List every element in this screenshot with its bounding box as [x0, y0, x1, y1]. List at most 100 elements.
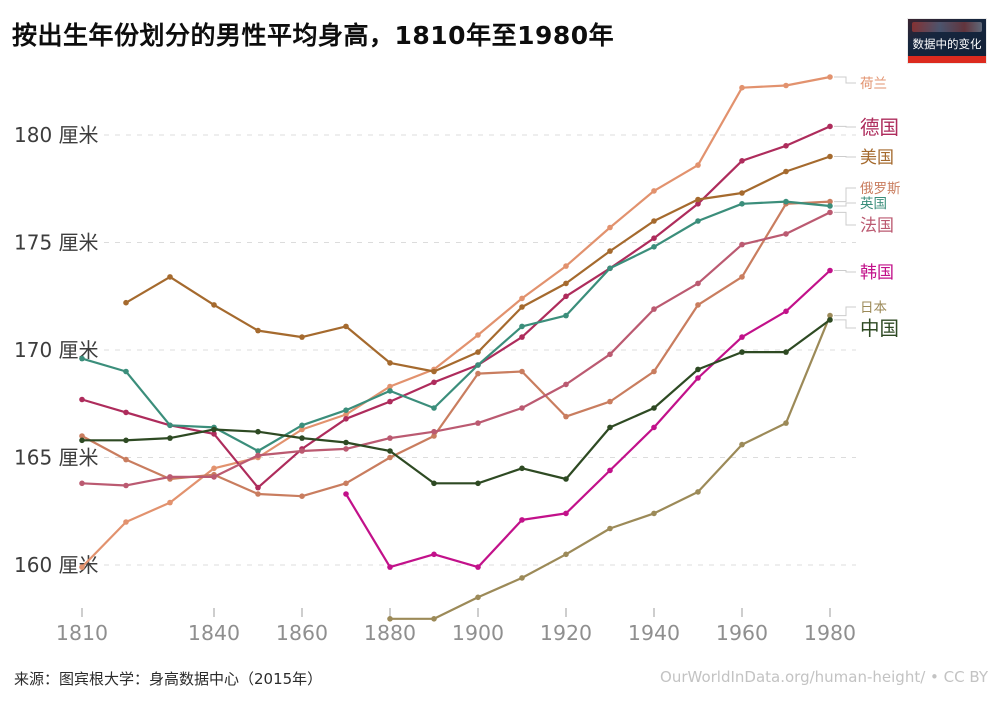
- series-point-germany-1810[interactable]: [79, 396, 85, 403]
- series-point-japan-1950[interactable]: [695, 489, 701, 495]
- series-point-uk-1910[interactable]: [519, 323, 525, 330]
- series-point-china-1830[interactable]: [167, 435, 173, 441]
- series-point-germany-1980[interactable]: [827, 123, 833, 130]
- series-point-uk-1860[interactable]: [299, 422, 305, 429]
- series-point-france-1880[interactable]: [387, 435, 393, 441]
- legend-label-germany[interactable]: 德国: [860, 116, 899, 139]
- series-point-japan-1920[interactable]: [563, 551, 569, 558]
- series-point-china-1900[interactable]: [475, 480, 481, 487]
- legend-label-south-korea[interactable]: 韩国: [860, 263, 894, 283]
- series-point-germany-1960[interactable]: [739, 158, 745, 164]
- series-point-netherlands-1980[interactable]: [827, 74, 833, 80]
- series-point-usa-1890[interactable]: [431, 368, 437, 375]
- series-point-uk-1940[interactable]: [651, 244, 657, 250]
- series-point-south-korea-1940[interactable]: [651, 424, 657, 431]
- series-point-france-1920[interactable]: [563, 381, 569, 388]
- series-point-usa-1900[interactable]: [475, 349, 481, 355]
- series-point-japan-1970[interactable]: [783, 420, 789, 426]
- series-point-france-1890[interactable]: [431, 428, 437, 435]
- series-point-france-1830[interactable]: [167, 474, 173, 480]
- series-point-usa-1960[interactable]: [739, 190, 745, 196]
- owid-logo[interactable]: 数据中的变化: [908, 19, 986, 63]
- series-point-china-1860[interactable]: [299, 435, 305, 441]
- series-point-russia-1820[interactable]: [123, 456, 129, 463]
- series-line-usa[interactable]: [125, 155, 831, 373]
- series-point-france-1980[interactable]: [827, 209, 833, 216]
- series-point-france-1840[interactable]: [211, 474, 217, 480]
- series-point-france-1930[interactable]: [607, 351, 613, 358]
- series-point-south-korea-1900[interactable]: [475, 564, 481, 570]
- series-point-russia-1950[interactable]: [695, 302, 701, 308]
- series-point-china-1850[interactable]: [255, 428, 261, 435]
- series-point-germany-1820[interactable]: [123, 409, 129, 416]
- series-point-russia-1890[interactable]: [431, 433, 437, 439]
- series-point-usa-1850[interactable]: [255, 327, 261, 334]
- series-line-russia[interactable]: [81, 200, 831, 498]
- series-point-south-korea-1970[interactable]: [783, 308, 789, 315]
- series-point-china-1930[interactable]: [607, 424, 613, 431]
- series-point-uk-1880[interactable]: [387, 388, 393, 394]
- legend-label-usa[interactable]: 美国: [860, 148, 894, 168]
- series-point-china-1890[interactable]: [431, 480, 437, 487]
- series-point-south-korea-1880[interactable]: [387, 564, 393, 570]
- series-point-russia-1920[interactable]: [563, 413, 569, 420]
- series-point-uk-1830[interactable]: [167, 422, 173, 429]
- legend-label-uk[interactable]: 英国: [860, 195, 887, 212]
- series-point-netherlands-1830[interactable]: [167, 499, 173, 506]
- series-point-germany-1880[interactable]: [387, 398, 393, 405]
- series-point-china-1840[interactable]: [211, 426, 217, 433]
- series-point-usa-1860[interactable]: [299, 334, 305, 340]
- series-point-russia-1980[interactable]: [827, 198, 833, 205]
- series-point-germany-1970[interactable]: [783, 143, 789, 149]
- series-point-japan-1910[interactable]: [519, 575, 525, 581]
- legend-label-netherlands[interactable]: 荷兰: [860, 76, 887, 92]
- series-point-china-1880[interactable]: [387, 448, 393, 454]
- series-point-russia-1940[interactable]: [651, 368, 657, 375]
- series-point-netherlands-1820[interactable]: [123, 519, 129, 525]
- series-point-netherlands-1900[interactable]: [475, 332, 481, 338]
- series-point-usa-1970[interactable]: [783, 168, 789, 175]
- series-point-russia-1910[interactable]: [519, 368, 525, 375]
- series-point-germany-1920[interactable]: [563, 293, 569, 300]
- series-point-uk-1920[interactable]: [563, 312, 569, 319]
- series-point-germany-1940[interactable]: [651, 235, 657, 241]
- series-point-netherlands-1960[interactable]: [739, 84, 745, 91]
- series-point-uk-1980[interactable]: [827, 203, 833, 209]
- series-point-france-1970[interactable]: [783, 231, 789, 237]
- series-line-china[interactable]: [82, 319, 831, 485]
- series-point-netherlands-1940[interactable]: [651, 188, 657, 194]
- series-point-netherlands-1910[interactable]: [519, 295, 525, 302]
- series-point-germany-1890[interactable]: [431, 379, 437, 386]
- series-line-uk[interactable]: [81, 200, 831, 453]
- series-point-usa-1840[interactable]: [211, 302, 217, 308]
- series-point-usa-1920[interactable]: [563, 280, 569, 287]
- series-point-netherlands-1950[interactable]: [695, 162, 701, 168]
- series-point-japan-1880[interactable]: [387, 616, 393, 622]
- series-point-france-1820[interactable]: [123, 482, 129, 489]
- series-point-russia-1960[interactable]: [739, 274, 745, 280]
- series-point-netherlands-1930[interactable]: [607, 224, 613, 231]
- series-point-uk-1890[interactable]: [431, 405, 437, 411]
- series-point-south-korea-1890[interactable]: [431, 551, 437, 558]
- series-point-uk-1820[interactable]: [123, 368, 129, 375]
- legend-label-china[interactable]: 中国: [860, 317, 899, 340]
- series-point-usa-1980[interactable]: [827, 153, 833, 160]
- series-point-russia-1900[interactable]: [475, 370, 481, 377]
- series-point-france-1860[interactable]: [299, 448, 305, 454]
- series-point-china-1960[interactable]: [739, 349, 745, 355]
- series-point-france-1870[interactable]: [343, 446, 349, 452]
- series-point-south-korea-1930[interactable]: [607, 467, 613, 474]
- series-point-south-korea-1920[interactable]: [563, 510, 569, 517]
- series-point-south-korea-1870[interactable]: [343, 491, 349, 497]
- series-point-netherlands-1860[interactable]: [299, 426, 305, 433]
- series-point-russia-1860[interactable]: [299, 493, 305, 500]
- series-point-japan-1930[interactable]: [607, 525, 613, 532]
- series-point-south-korea-1980[interactable]: [827, 267, 833, 274]
- series-point-japan-1890[interactable]: [431, 616, 437, 622]
- series-point-netherlands-1870[interactable]: [343, 411, 349, 418]
- series-point-china-1920[interactable]: [563, 476, 569, 482]
- series-point-netherlands-1970[interactable]: [783, 82, 789, 89]
- series-point-china-1980[interactable]: [827, 317, 833, 323]
- series-point-japan-1960[interactable]: [739, 441, 745, 448]
- series-point-germany-1870[interactable]: [343, 416, 349, 422]
